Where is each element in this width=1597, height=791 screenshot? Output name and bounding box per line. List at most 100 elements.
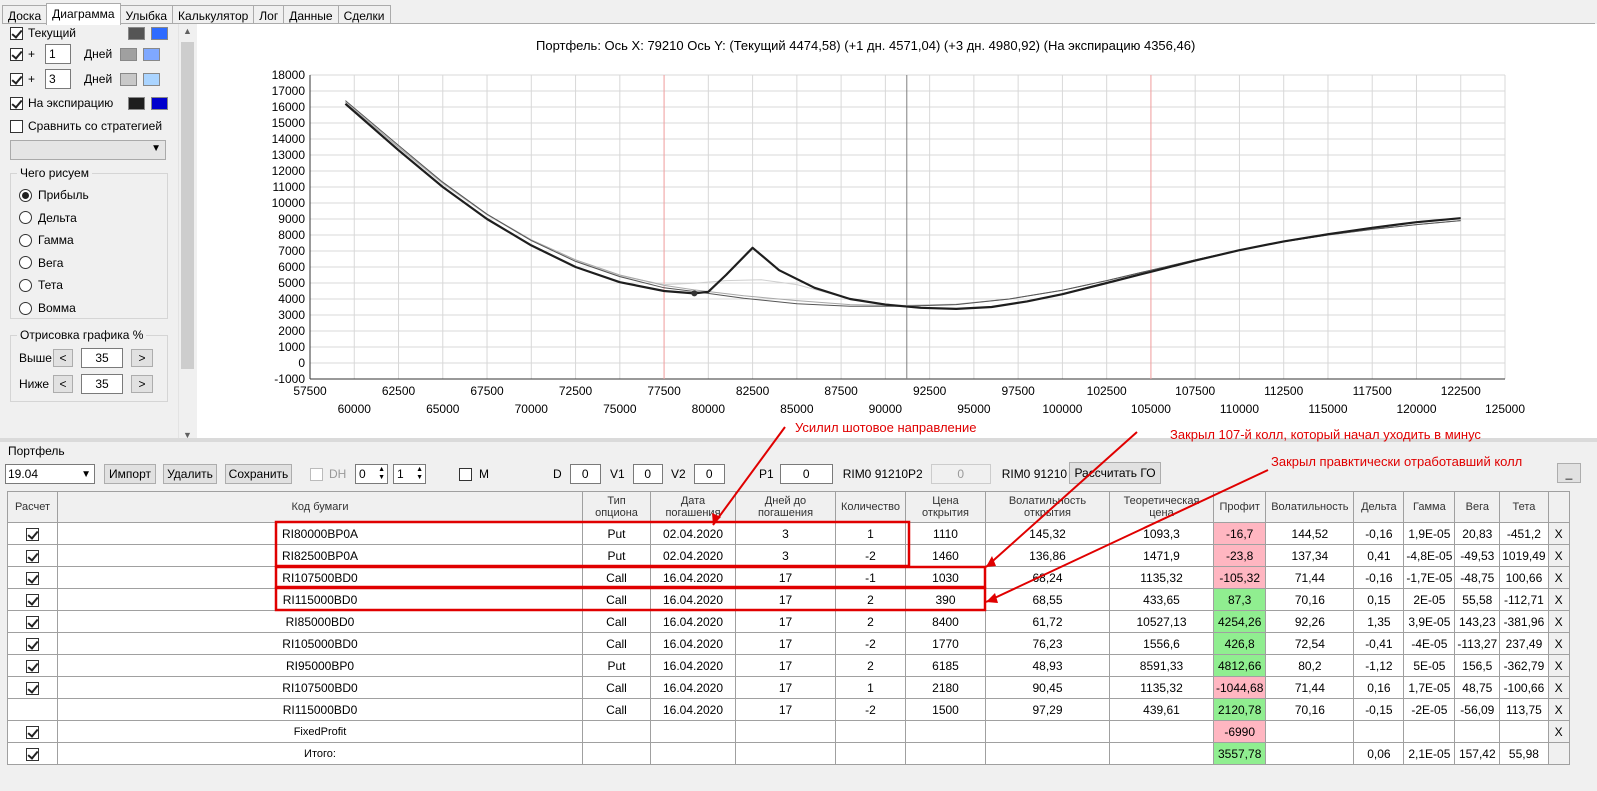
radio-icon[interactable] [19,278,32,292]
column-header[interactable]: Количество [835,491,906,523]
remove-row-button[interactable]: X [1547,610,1570,633]
calc-checkbox[interactable] [26,615,39,629]
v1-input[interactable]: 0 [632,464,663,484]
calc-checkbox[interactable] [26,747,39,761]
table-row[interactable]: RI115000BD0 Call 16.04.2020 17 2 390 68,55 433,… [7,588,1570,611]
spin1-input[interactable]: 0 ▲ ▼ [355,464,388,484]
column-header[interactable]: Тета [1499,491,1549,523]
calc-checkbox[interactable] [26,527,39,541]
radio-icon[interactable] [19,188,32,202]
tab-6[interactable]: Сделки [337,5,391,24]
tab-1[interactable]: Диаграмма [46,3,121,25]
table-row[interactable]: RI105000BD0 Call 16.04.2020 17 -2 1770 76,23 15… [7,632,1570,655]
column-header[interactable]: Код бумаги [57,491,583,523]
dh-toggle[interactable]: DH [310,464,346,484]
v2-input[interactable]: 0 [693,464,725,484]
draw-option-0[interactable]: Прибыль [19,188,89,202]
remove-row-button[interactable] [1547,742,1570,765]
spin-arrows-icon[interactable]: ▲ ▼ [416,466,423,481]
draw-option-2[interactable]: Гамма [19,233,74,247]
tab-0[interactable]: Доска [2,5,48,24]
tab-3[interactable]: Калькулятор [172,5,255,24]
compare-strategy-checkbox[interactable] [10,119,23,133]
remove-row-button[interactable]: X [1547,522,1570,545]
above-input[interactable]: 35 [81,348,123,368]
remove-row-button[interactable]: X [1547,654,1570,677]
m-toggle[interactable]: M [459,464,489,484]
plus1-compare-color-swatch[interactable] [143,47,161,61]
p2-input[interactable]: 0 [930,464,991,484]
plus3-color-swatch[interactable] [120,72,138,86]
expiration-checkbox[interactable] [10,96,23,110]
column-header[interactable]: Гамма [1403,491,1456,523]
remove-row-button[interactable]: X [1547,588,1570,611]
dh-checkbox[interactable] [310,467,323,481]
radio-icon[interactable] [19,233,32,247]
tab-4[interactable]: Лог [253,5,285,24]
plus1-days-input[interactable]: 1 [45,44,72,64]
below-increase-button[interactable]: > [131,375,153,393]
remove-row-button[interactable]: X [1547,544,1570,567]
save-button[interactable]: Сохранить [225,464,292,484]
table-row[interactable]: RI85000BD0 Call 16.04.2020 17 2 8400 61,72 1052… [7,610,1570,633]
expiration-compare-color-swatch[interactable] [151,96,168,110]
tab-5[interactable]: Данные [283,5,339,24]
below-decrease-button[interactable]: < [53,375,73,393]
column-header[interactable]: Профит [1212,491,1267,523]
table-row[interactable]: FixedProfit -6990 X [7,720,1570,743]
expiration-color-swatch[interactable] [128,96,145,110]
scroll-down-icon[interactable]: ▼ [183,430,192,440]
radio-icon[interactable] [19,211,32,225]
scroll-up-icon[interactable]: ▲ [183,26,192,36]
column-header[interactable]: Вега [1454,491,1501,523]
column-header[interactable]: Теоретическая цена [1109,491,1214,523]
current-color-swatch[interactable] [128,26,145,40]
p1-input[interactable]: 0 [779,464,833,484]
plus3-checkbox[interactable] [10,72,23,86]
date-combo[interactable]: 19.04 ▼ [5,464,95,484]
radio-icon[interactable] [19,301,32,315]
column-header[interactable]: Расчет [7,491,58,523]
current-checkbox[interactable] [10,26,23,40]
table-row[interactable]: RI80000BP0A Put 02.04.2020 3 1 1110 145,32 1093… [7,522,1570,545]
above-increase-button[interactable]: > [131,349,153,367]
plus3-compare-color-swatch[interactable] [143,72,161,86]
table-row[interactable]: RI82500BP0A Put 02.04.2020 3 -2 1460 136,86 147… [7,544,1570,567]
spin-arrows-icon[interactable]: ▲ ▼ [378,466,385,481]
column-header[interactable]: Дельта [1353,491,1405,523]
column-header[interactable]: Волатильность [1265,491,1355,523]
above-decrease-button[interactable]: < [53,349,73,367]
draw-option-3[interactable]: Вега [19,256,63,270]
column-header[interactable] [1547,491,1570,523]
column-header[interactable]: Цена открытия [905,491,986,523]
column-header[interactable]: Дней до погашения [735,491,836,523]
calc-checkbox[interactable] [26,593,39,607]
scrollbar-thumb[interactable] [181,42,194,369]
plus1-checkbox[interactable] [10,47,23,61]
draw-option-5[interactable]: Вомма [19,301,76,315]
settings-scrollbar[interactable]: ▲ ▼ [178,24,195,442]
remove-row-button[interactable]: X [1547,720,1570,743]
calc-checkbox[interactable] [26,637,39,651]
tab-2[interactable]: Улыбка [119,5,174,24]
column-header[interactable]: Волатильность открытия [985,491,1110,523]
remove-row-button[interactable]: X [1547,566,1570,589]
below-input[interactable]: 35 [81,374,123,394]
table-row[interactable]: RI95000BP0 Put 16.04.2020 17 2 6185 48,93 8591,… [7,654,1570,677]
table-row[interactable]: RI115000BD0 Call 16.04.2020 17 -2 1500 97,29 43… [7,698,1570,721]
draw-option-1[interactable]: Дельта [19,211,77,225]
table-row[interactable]: RI107500BD0 Call 16.04.2020 17 1 2180 90,45 113… [7,676,1570,699]
minimize-button[interactable]: _ [1557,463,1581,483]
remove-row-button[interactable]: X [1547,676,1570,699]
calc-checkbox[interactable] [26,681,39,695]
spin2-input[interactable]: 1 ▲ ▼ [393,464,426,484]
table-row[interactable]: RI107500BD0 Call 16.04.2020 17 -1 1030 68,24 11… [7,566,1570,589]
panel-splitter[interactable] [0,438,1597,442]
column-header[interactable]: Тип опциона [582,491,651,523]
calc-checkbox[interactable] [26,549,39,563]
table-row[interactable]: Итого: 3557,78 0,06 2,1E-05 157,42 55,98 [7,742,1570,765]
m-checkbox[interactable] [459,467,472,481]
strategy-dropdown[interactable]: ▼ [10,140,166,160]
remove-row-button[interactable]: X [1547,632,1570,655]
draw-option-4[interactable]: Тета [19,278,63,292]
